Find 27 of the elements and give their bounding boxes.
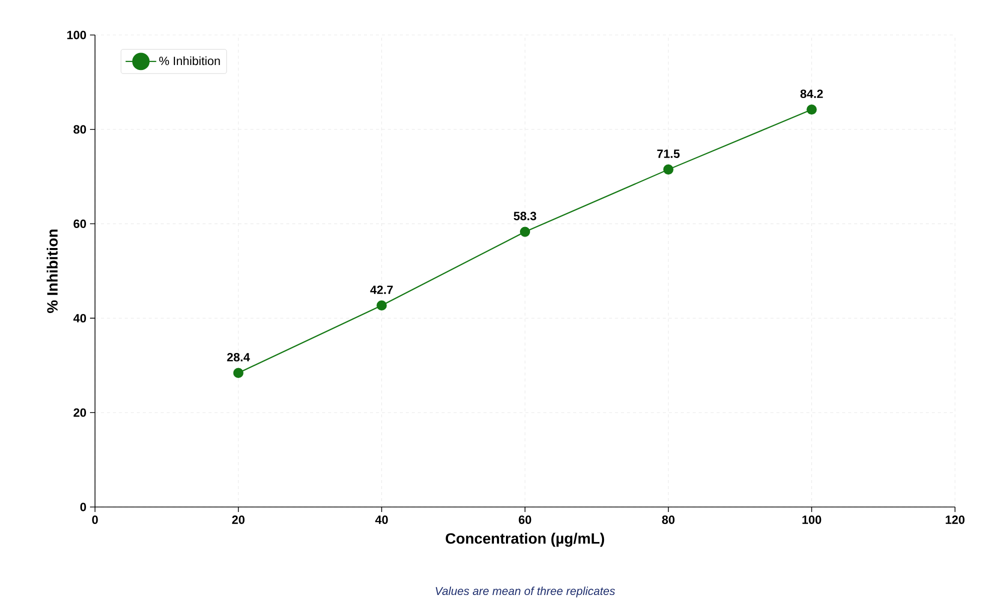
y-axis-title: % Inhibition [46, 230, 58, 313]
y-tick-label: 20 [74, 408, 86, 417]
x-tick-label: 40 [375, 516, 388, 524]
x-tick-label: 120 [946, 516, 964, 524]
point [233, 368, 244, 378]
point [376, 300, 387, 311]
data-label: 71.5 [657, 150, 680, 158]
point [520, 226, 530, 237]
data-label: 58.3 [514, 212, 536, 220]
x-tick-label: 80 [662, 516, 674, 524]
point [663, 164, 674, 175]
y-tick-label: 0 [80, 502, 86, 512]
x-tick-label: 60 [518, 516, 532, 524]
point [806, 104, 817, 115]
x-axis-title: Concentration (µg/mL) [446, 532, 604, 547]
data-label: 42.7 [370, 286, 393, 294]
legend-label: % Inhibition [159, 56, 220, 66]
x-tick-label: 20 [232, 516, 244, 524]
data-label: 84.2 [800, 90, 823, 98]
text: Values are mean of three replicates [436, 586, 615, 598]
y-tick-label: 100 [67, 30, 86, 40]
y-tick-label: 40 [73, 314, 86, 322]
y-tick-label: 60 [74, 220, 86, 228]
y-tick-label: 80 [74, 125, 86, 134]
x-tick-label: 0 [92, 516, 98, 524]
x-tick-label: 100 [802, 516, 822, 524]
data-label: 28.4 [227, 352, 250, 362]
